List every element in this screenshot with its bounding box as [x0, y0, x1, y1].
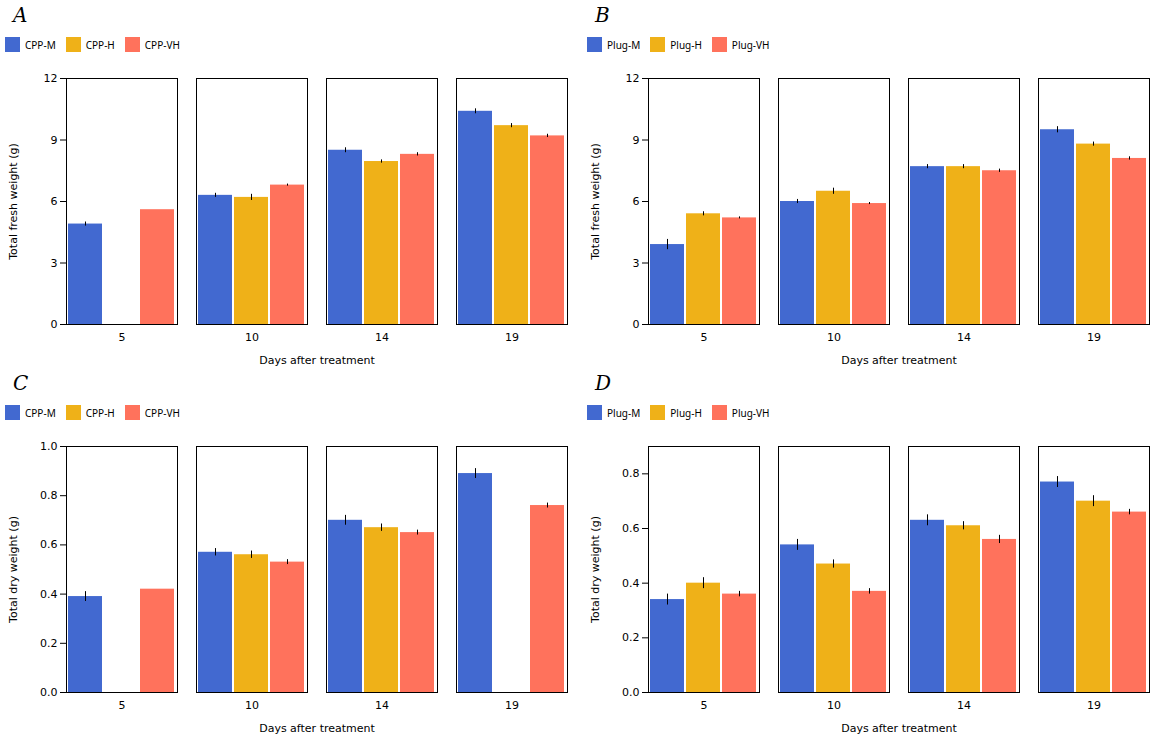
svg-text:10: 10	[827, 331, 841, 344]
html-text:Plug-H: Plug-H	[670, 37, 702, 52]
svg-text:0.6: 0.6	[40, 538, 58, 551]
svg-text:19: 19	[1087, 699, 1101, 712]
html-text:Plug-VH: Plug-VH	[731, 37, 770, 52]
svg-text:10: 10	[827, 699, 841, 712]
svg-text:Days after treatment: Days after treatment	[259, 354, 375, 367]
svg-text:5: 5	[119, 331, 126, 344]
svg-text:5: 5	[701, 699, 708, 712]
svg-text:19: 19	[505, 331, 519, 344]
svg-text:5: 5	[701, 331, 708, 344]
svg-text:0.2: 0.2	[622, 631, 640, 644]
svg-text:0: 0	[633, 318, 640, 331]
html-text:CPP-M: CPP-M	[25, 405, 56, 420]
html-text:Plug-VH: Plug-VH	[731, 405, 770, 420]
html-text:Plug-M: Plug-M	[607, 405, 641, 420]
html-text:CPP-VH: CPP-VH	[144, 405, 180, 420]
svg-text:3: 3	[51, 257, 58, 270]
svg-text:6: 6	[51, 195, 58, 208]
svg-text:10: 10	[245, 331, 259, 344]
svg-text:14: 14	[957, 699, 971, 712]
html-text:B: B	[595, 3, 610, 27]
svg-text:Days after treatment: Days after treatment	[841, 354, 957, 367]
svg-text:0.0: 0.0	[40, 686, 58, 699]
svg-text:14: 14	[957, 331, 971, 344]
svg-text:0.4: 0.4	[40, 588, 58, 601]
html-text:D: D	[595, 371, 611, 395]
svg-text:14: 14	[375, 331, 389, 344]
html-text:CPP-H: CPP-H	[85, 405, 115, 420]
svg-text:1.0: 1.0	[40, 440, 58, 453]
svg-text:Total dry weight (g): Total dry weight (g)	[7, 516, 20, 624]
svg-text:0.8: 0.8	[40, 489, 58, 502]
svg-text:3: 3	[633, 257, 640, 270]
svg-text:6: 6	[633, 195, 640, 208]
html-text:CPP-M: CPP-M	[25, 37, 56, 52]
svg-text:19: 19	[505, 699, 519, 712]
svg-text:Days after treatment: Days after treatment	[841, 722, 957, 735]
html-text:Plug-M: Plug-M	[607, 37, 641, 52]
svg-text:9: 9	[51, 134, 58, 147]
svg-text:14: 14	[375, 699, 389, 712]
svg-text:12: 12	[626, 72, 640, 85]
svg-text:Total fresh weight (g): Total fresh weight (g)	[7, 143, 20, 260]
svg-text:5: 5	[119, 699, 126, 712]
svg-text:0.2: 0.2	[40, 637, 58, 650]
svg-text:10: 10	[245, 699, 259, 712]
svg-text:0: 0	[51, 318, 58, 331]
svg-text:12: 12	[44, 72, 58, 85]
html-text:CPP-VH: CPP-VH	[144, 37, 180, 52]
svg-text:Days after treatment: Days after treatment	[259, 722, 375, 735]
html-text:CPP-H: CPP-H	[85, 37, 115, 52]
svg-text:Total fresh weight (g): Total fresh weight (g)	[589, 143, 602, 260]
html-text:C: C	[13, 371, 29, 395]
svg-text:0.8: 0.8	[622, 467, 640, 480]
svg-text:19: 19	[1087, 331, 1101, 344]
svg-text:0.4: 0.4	[622, 577, 640, 590]
svg-text:0.0: 0.0	[622, 686, 640, 699]
html-text:Plug-H: Plug-H	[670, 405, 702, 420]
svg-text:0.6: 0.6	[622, 522, 640, 535]
svg-text:9: 9	[633, 134, 640, 147]
svg-text:Total dry weight (g): Total dry weight (g)	[589, 516, 602, 624]
html-text:A: A	[13, 3, 28, 27]
